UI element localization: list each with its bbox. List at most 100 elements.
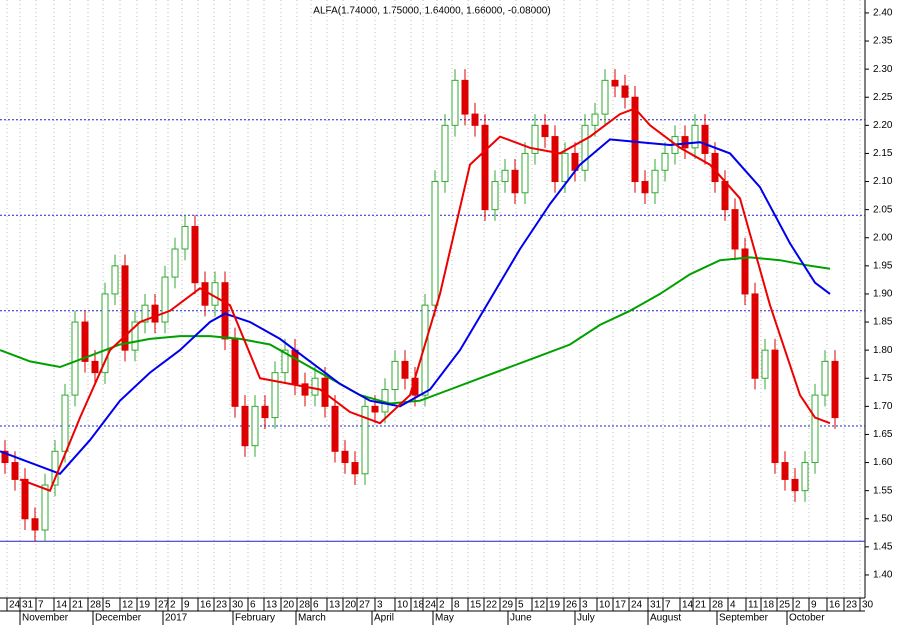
x-tick-label: 16 bbox=[829, 600, 841, 611]
x-tick-label: 14 bbox=[56, 600, 68, 611]
candle-body bbox=[821, 360, 829, 396]
candle-body bbox=[611, 79, 619, 87]
candle-body bbox=[491, 181, 499, 211]
candle-body bbox=[471, 113, 479, 126]
x-tick-label: 11 bbox=[748, 600, 759, 611]
x-tick-label: 15 bbox=[470, 600, 482, 611]
candle-body bbox=[11, 462, 19, 480]
y-tick-label: 2.30 bbox=[873, 64, 893, 75]
candle-body bbox=[371, 405, 379, 413]
month-label: September bbox=[719, 613, 769, 624]
x-tick-label: 23 bbox=[846, 600, 858, 611]
x-tick-label: 22 bbox=[486, 600, 498, 611]
candle-body bbox=[421, 304, 429, 396]
candle-body bbox=[141, 304, 149, 323]
candle-body bbox=[41, 484, 49, 531]
x-tick-label: 17 bbox=[615, 600, 627, 611]
x-tick-label: 28 bbox=[299, 600, 311, 611]
y-tick-label: 1.75 bbox=[873, 373, 893, 384]
x-tick-label: 7 bbox=[38, 600, 44, 611]
candle-body bbox=[631, 96, 639, 183]
x-tick-label: 28 bbox=[90, 600, 102, 611]
y-tick-label: 1.70 bbox=[873, 401, 893, 412]
x-tick-label: 20 bbox=[345, 600, 357, 611]
x-tick-label: 9 bbox=[184, 600, 190, 611]
month-label: July bbox=[577, 613, 595, 624]
y-tick-label: 1.55 bbox=[873, 485, 893, 496]
x-tick-label: 24 bbox=[631, 600, 643, 611]
x-tick-label: 28 bbox=[712, 600, 724, 611]
x-tick-label: 18 bbox=[413, 600, 425, 611]
candle-body bbox=[201, 282, 209, 306]
month-label: November bbox=[22, 613, 69, 624]
x-tick-label: 27 bbox=[158, 600, 170, 611]
month-label: June bbox=[510, 613, 532, 624]
y-tick-label: 2.10 bbox=[873, 176, 893, 187]
month-label: April bbox=[374, 613, 394, 624]
candle-body bbox=[811, 394, 819, 464]
y-tick-label: 2.25 bbox=[873, 92, 893, 103]
candle-body bbox=[511, 169, 519, 194]
candle-body bbox=[601, 79, 609, 115]
x-tick-label: 21 bbox=[72, 600, 84, 611]
candle-body bbox=[61, 394, 69, 452]
candle-body bbox=[231, 338, 239, 407]
x-tick-label: 29 bbox=[502, 600, 514, 611]
candle-body bbox=[71, 321, 79, 396]
candle-body bbox=[171, 248, 179, 278]
x-tick-label: 3 bbox=[582, 600, 588, 611]
candle-body bbox=[361, 405, 369, 475]
month-label: October bbox=[789, 613, 825, 624]
x-tick-label: 26 bbox=[566, 600, 578, 611]
y-tick-label: 1.40 bbox=[873, 570, 893, 581]
x-tick-label: 5 bbox=[105, 600, 111, 611]
candle-body bbox=[751, 293, 759, 379]
y-tick-label: 2.15 bbox=[873, 148, 893, 159]
candle-body bbox=[651, 169, 659, 194]
y-tick-label: 2.00 bbox=[873, 232, 893, 243]
candle-body bbox=[281, 349, 289, 374]
month-label: December bbox=[95, 613, 142, 624]
x-tick-label: 21 bbox=[695, 600, 707, 611]
candle-body bbox=[801, 462, 809, 492]
x-tick-label: 12 bbox=[534, 600, 546, 611]
candle-body bbox=[761, 349, 769, 379]
candle-body bbox=[721, 181, 729, 211]
x-tick-label: 4 bbox=[730, 600, 736, 611]
x-tick-label: 10 bbox=[599, 600, 611, 611]
month-label: 2017 bbox=[165, 613, 188, 624]
x-tick-label: 18 bbox=[763, 600, 775, 611]
moving-average bbox=[0, 256, 831, 405]
candle-body bbox=[181, 225, 189, 250]
x-tick-label: 2 bbox=[795, 600, 801, 611]
candle-body bbox=[341, 450, 349, 464]
candle-body bbox=[51, 450, 59, 486]
candle-body bbox=[741, 248, 749, 295]
x-tick-label: 13 bbox=[266, 600, 278, 611]
x-tick-label: 2 bbox=[439, 600, 445, 611]
candle-body bbox=[581, 124, 589, 171]
x-tick-label: 10 bbox=[397, 600, 409, 611]
candle-body bbox=[351, 462, 359, 475]
candle-body bbox=[441, 124, 449, 183]
candle-body bbox=[621, 85, 629, 98]
y-tick-label: 1.50 bbox=[873, 513, 893, 524]
candle-body bbox=[331, 405, 339, 452]
candle-body bbox=[551, 136, 559, 183]
candle-body bbox=[501, 169, 509, 183]
y-tick-label: 2.35 bbox=[873, 36, 893, 47]
y-tick-label: 1.95 bbox=[873, 260, 893, 271]
candle-body bbox=[101, 293, 109, 374]
x-tick-label: 31 bbox=[22, 600, 34, 611]
x-tick-label: 27 bbox=[359, 600, 371, 611]
candle-body bbox=[541, 124, 549, 138]
x-tick-label: 5 bbox=[518, 600, 524, 611]
y-tick-label: 1.60 bbox=[873, 457, 893, 468]
candle-body bbox=[391, 360, 399, 390]
x-tick-label: 19 bbox=[549, 600, 561, 611]
candle-body bbox=[831, 360, 839, 419]
month-label: March bbox=[298, 613, 326, 624]
y-tick-label: 2.40 bbox=[873, 8, 893, 19]
candle-body bbox=[771, 349, 779, 464]
